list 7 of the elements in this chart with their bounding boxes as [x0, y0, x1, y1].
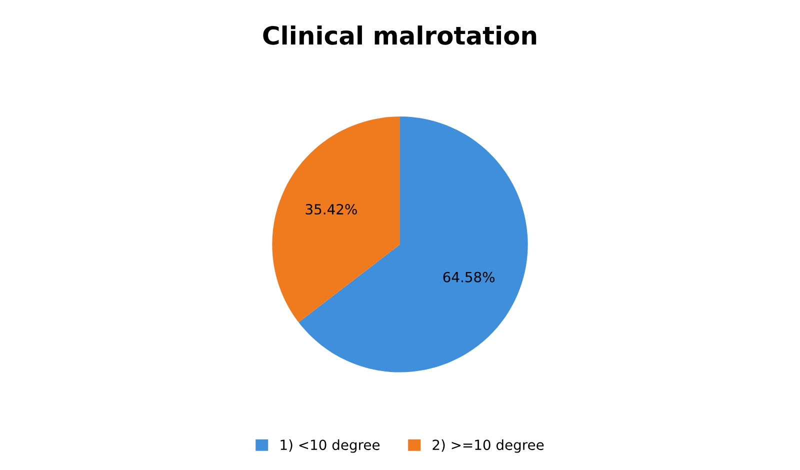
data-label: 64.58%	[443, 272, 495, 282]
chart-title: Clinical malrotation	[263, 26, 536, 45]
pie-slice	[298, 116, 528, 372]
legend-label: 1) <10 degree	[280, 439, 380, 453]
data-label: 35.42%	[306, 204, 357, 215]
pie-slice	[272, 116, 400, 322]
legend-label: 2) >=10 degree	[432, 439, 544, 453]
